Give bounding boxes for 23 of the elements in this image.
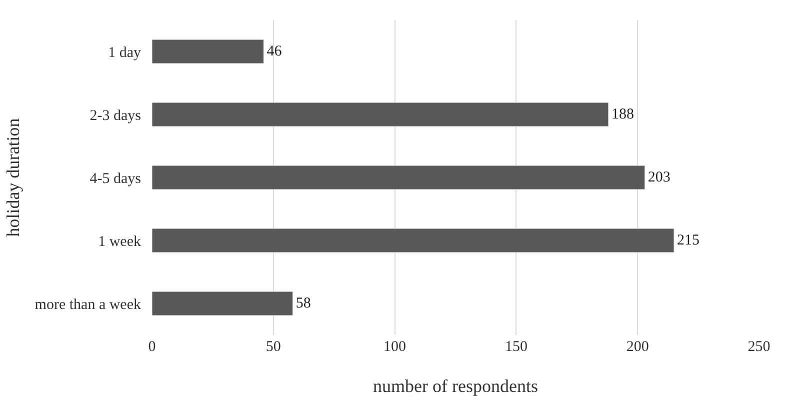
y-tick-label: 1 week: [98, 234, 142, 250]
data-label: 58: [296, 296, 311, 312]
x-tick-label: 50: [266, 339, 281, 355]
y-tick-label: 4-5 days: [90, 170, 142, 187]
y-tick-label: 2-3 days: [90, 108, 142, 124]
x-tick-label: 150: [504, 339, 528, 355]
data-label: 188: [611, 106, 634, 122]
x-tick-label: 0: [148, 339, 156, 355]
bar: [152, 102, 609, 127]
data-label: 203: [648, 170, 670, 186]
bar: [152, 165, 646, 190]
data-label: 215: [677, 232, 700, 248]
y-tick-label: more than a week: [34, 296, 142, 313]
bar: [152, 291, 294, 316]
x-tick-label: 100: [384, 339, 406, 355]
bar: [152, 39, 264, 64]
data-label: 46: [266, 44, 282, 60]
x-tick-label: 250: [748, 339, 770, 355]
bar: [152, 228, 674, 253]
y-axis-title: holiday duration: [2, 118, 23, 237]
x-axis-title: number of respondents: [373, 376, 538, 396]
y-tick-label: 1 day: [108, 44, 142, 61]
x-tick-label: 200: [626, 339, 649, 355]
